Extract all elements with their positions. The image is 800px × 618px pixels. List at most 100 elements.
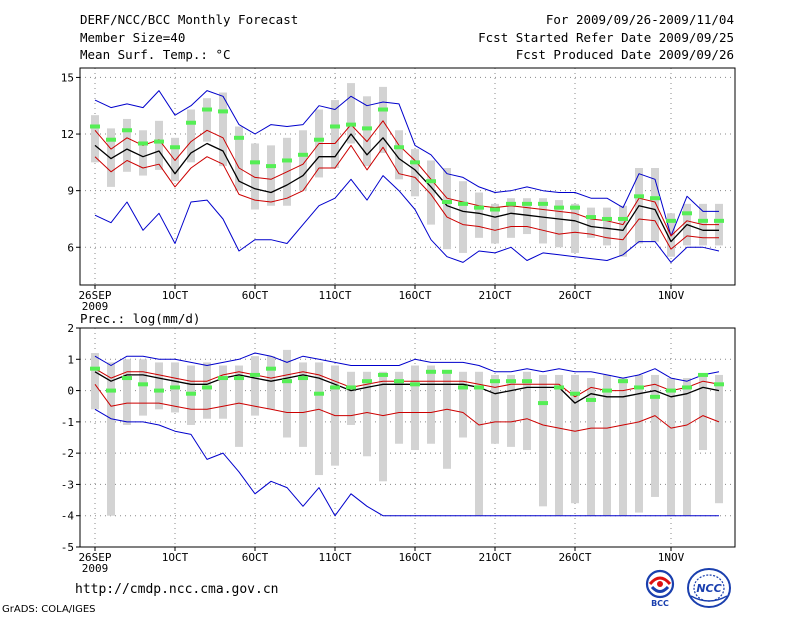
- series-ensemble-mean: [94, 133, 719, 243]
- observed-marker: [298, 376, 308, 381]
- observed-marker: [154, 388, 164, 393]
- observed-marker: [170, 145, 180, 150]
- observed-marker: [714, 382, 724, 387]
- climate-box: [539, 374, 547, 507]
- observed-marker: [586, 215, 596, 220]
- observed-marker: [458, 201, 468, 206]
- observed-marker: [154, 139, 164, 144]
- x-tick-label: 26OCT: [558, 289, 591, 302]
- climate-box: [123, 118, 131, 172]
- observed-marker: [362, 126, 372, 131]
- observed-marker: [570, 205, 580, 210]
- climate-box: [267, 356, 275, 410]
- observed-marker: [698, 372, 708, 377]
- climate-box: [699, 374, 707, 451]
- fcst-produced-date: Fcst Produced Date 2009/09/26: [515, 47, 734, 62]
- climate-box: [555, 374, 563, 516]
- climate-box: [267, 145, 275, 206]
- observed-marker: [458, 385, 468, 390]
- y-tick-label: 1: [67, 353, 74, 366]
- climate-box: [571, 374, 579, 504]
- x-tick-label: 26SEP: [78, 551, 111, 564]
- observed-marker: [602, 216, 612, 221]
- climate-box: [587, 378, 595, 516]
- observed-marker: [650, 394, 660, 399]
- climate-box: [299, 130, 307, 191]
- y-tick-label: -4: [61, 510, 75, 523]
- climate-box: [491, 203, 499, 244]
- observed-marker: [202, 107, 212, 112]
- climate-box: [315, 362, 323, 476]
- observed-marker: [714, 218, 724, 223]
- observed-marker: [106, 137, 116, 142]
- observed-marker: [378, 372, 388, 377]
- climate-box: [667, 378, 675, 516]
- climate-box: [539, 198, 547, 244]
- series-ensemble-max: [94, 352, 720, 382]
- observed-marker: [298, 152, 308, 157]
- fcst-started-date: Fcst Started Refer Date 2009/09/25: [478, 30, 734, 45]
- plot-frame: [79, 327, 736, 548]
- climate-box: [619, 205, 627, 257]
- series-ensemble-min: [94, 408, 719, 517]
- observed-marker: [346, 122, 356, 127]
- climate-box: [203, 98, 211, 142]
- climate-box: [619, 378, 627, 516]
- observed-marker: [266, 164, 276, 169]
- climate-box: [395, 371, 403, 444]
- x-tick-sublabel: 2009: [82, 300, 109, 313]
- y-tick-label: -3: [61, 478, 74, 491]
- climate-box: [475, 371, 483, 516]
- observed-marker: [234, 376, 244, 381]
- forecast-period: For 2009/09/26-2009/11/04: [545, 12, 734, 27]
- climate-box: [507, 374, 515, 447]
- member-size: Member Size=40: [80, 30, 186, 45]
- x-tick-label: 6OCT: [242, 289, 269, 302]
- climate-box: [139, 359, 147, 416]
- climate-box: [283, 349, 291, 438]
- observed-marker: [506, 201, 516, 206]
- y-tick-label: 9: [67, 185, 74, 198]
- observed-marker: [250, 160, 260, 165]
- climate-box: [379, 86, 387, 153]
- climate-box: [91, 115, 99, 163]
- observed-marker: [90, 366, 100, 371]
- climate-box: [251, 356, 259, 416]
- climate-box: [507, 198, 515, 238]
- observed-marker: [314, 137, 324, 142]
- climate-box: [235, 126, 243, 191]
- observed-marker: [394, 145, 404, 150]
- observed-marker: [522, 379, 532, 384]
- climate-box: [107, 128, 115, 187]
- climate-box: [683, 378, 691, 516]
- observed-marker: [634, 194, 644, 199]
- climate-box: [411, 149, 419, 197]
- climate-box: [491, 374, 499, 444]
- climate-box: [715, 374, 723, 504]
- climate-box: [523, 198, 531, 235]
- climate-box: [395, 130, 403, 180]
- observed-marker: [186, 391, 196, 396]
- plot-frame: [79, 67, 736, 286]
- climate-box: [459, 371, 467, 438]
- climate-box: [363, 96, 371, 167]
- y-tick-label: -5: [61, 541, 74, 554]
- x-tick-label: 21OCT: [478, 289, 511, 302]
- x-tick-label: 26SEP: [78, 289, 111, 302]
- x-tick-label: 1NOV: [658, 551, 685, 564]
- source-url[interactable]: http://cmdp.ncc.cma.gov.cn: [75, 582, 279, 597]
- climate-box: [171, 137, 179, 182]
- observed-marker: [490, 207, 500, 212]
- variable-label: Mean Surf. Temp.: °C: [80, 47, 231, 62]
- observed-marker: [426, 369, 436, 374]
- climate-box: [139, 130, 147, 176]
- climate-box: [347, 371, 355, 425]
- grads-credit: GrADS: COLA/IGES: [2, 604, 96, 615]
- observed-marker: [442, 369, 452, 374]
- observed-marker: [138, 382, 148, 387]
- climate-box: [363, 371, 371, 457]
- climate-box: [299, 362, 307, 447]
